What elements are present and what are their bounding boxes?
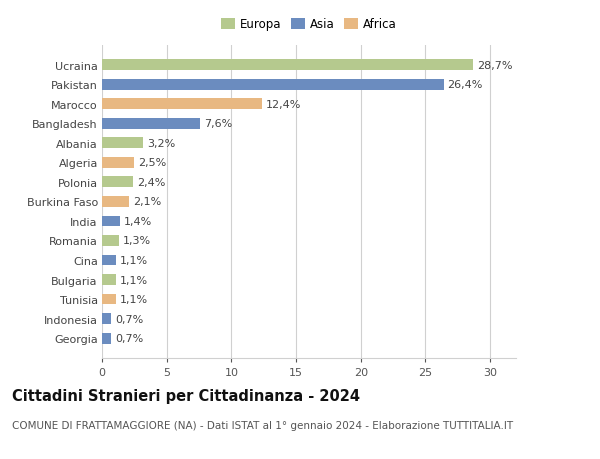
Bar <box>102 79 443 90</box>
Bar <box>102 235 119 246</box>
Bar <box>102 333 111 344</box>
Bar <box>102 177 133 188</box>
Bar <box>102 313 111 325</box>
Bar <box>102 138 143 149</box>
Text: 1,4%: 1,4% <box>124 217 152 226</box>
Bar <box>102 118 200 129</box>
Text: 2,4%: 2,4% <box>137 178 166 187</box>
Text: 3,2%: 3,2% <box>147 139 176 148</box>
Text: 1,1%: 1,1% <box>120 256 148 265</box>
Text: 1,1%: 1,1% <box>120 295 148 304</box>
Bar <box>102 274 116 285</box>
Bar <box>102 255 116 266</box>
Text: 26,4%: 26,4% <box>448 80 483 90</box>
Bar <box>102 294 116 305</box>
Text: 0,7%: 0,7% <box>115 314 143 324</box>
Text: 12,4%: 12,4% <box>266 100 302 109</box>
Bar <box>102 196 129 207</box>
Text: 28,7%: 28,7% <box>477 61 512 70</box>
Text: 1,3%: 1,3% <box>123 236 151 246</box>
Text: 2,1%: 2,1% <box>133 197 161 207</box>
Bar <box>102 157 134 168</box>
Bar <box>102 60 473 71</box>
Text: 7,6%: 7,6% <box>204 119 232 129</box>
Text: 0,7%: 0,7% <box>115 334 143 343</box>
Text: 2,5%: 2,5% <box>138 158 166 168</box>
Bar <box>102 216 120 227</box>
Legend: Europa, Asia, Africa: Europa, Asia, Africa <box>219 16 399 34</box>
Bar <box>102 99 262 110</box>
Text: Cittadini Stranieri per Cittadinanza - 2024: Cittadini Stranieri per Cittadinanza - 2… <box>12 388 360 403</box>
Text: 1,1%: 1,1% <box>120 275 148 285</box>
Text: COMUNE DI FRATTAMAGGIORE (NA) - Dati ISTAT al 1° gennaio 2024 - Elaborazione TUT: COMUNE DI FRATTAMAGGIORE (NA) - Dati IST… <box>12 420 513 430</box>
